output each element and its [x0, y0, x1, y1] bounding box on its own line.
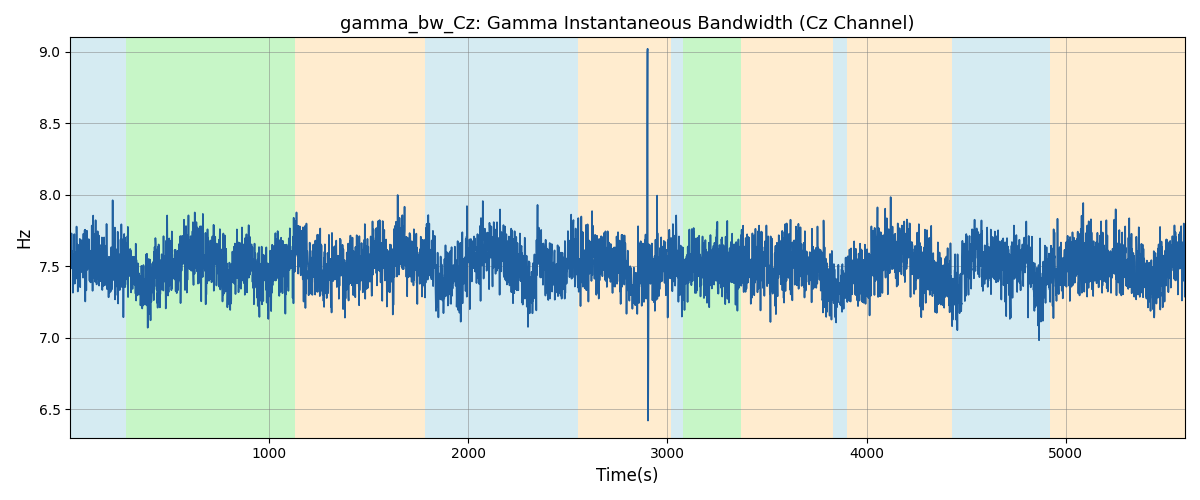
Bar — [425, 38, 578, 438]
Bar — [847, 38, 952, 438]
Y-axis label: Hz: Hz — [16, 227, 34, 248]
Bar — [952, 38, 1050, 438]
Bar — [672, 38, 683, 438]
Bar — [295, 38, 425, 438]
Title: gamma_bw_Cz: Gamma Instantaneous Bandwidth (Cz Channel): gamma_bw_Cz: Gamma Instantaneous Bandwid… — [341, 15, 914, 34]
X-axis label: Time(s): Time(s) — [596, 467, 659, 485]
Bar — [833, 38, 847, 438]
Bar — [126, 38, 295, 438]
Bar — [1050, 38, 1186, 438]
Bar — [71, 38, 126, 438]
Bar — [578, 38, 672, 438]
Bar — [742, 38, 833, 438]
Bar — [683, 38, 742, 438]
